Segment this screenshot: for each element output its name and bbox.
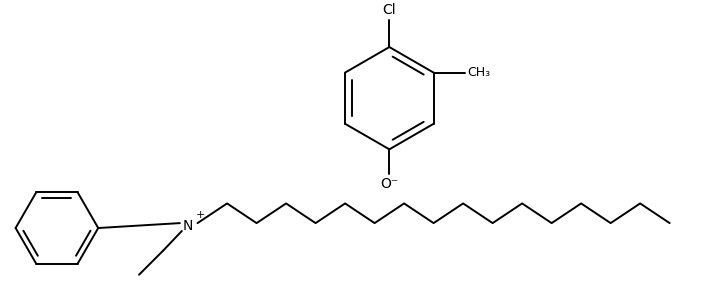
Text: N: N: [182, 219, 193, 233]
Text: O⁻: O⁻: [380, 177, 398, 191]
Text: Cl: Cl: [383, 3, 396, 16]
Text: CH₃: CH₃: [467, 66, 490, 79]
Text: +: +: [196, 210, 205, 220]
